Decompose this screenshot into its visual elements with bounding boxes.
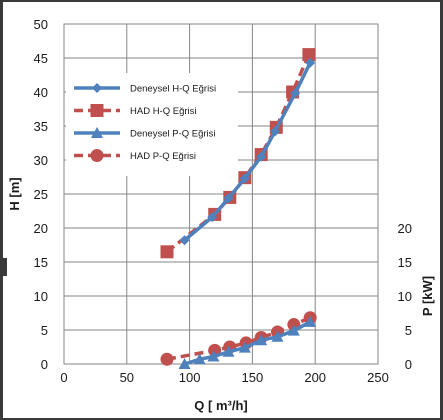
y-left-tick-label: 5 bbox=[41, 323, 48, 338]
plot-area-border bbox=[63, 23, 379, 365]
data-point bbox=[305, 57, 316, 68]
data-point bbox=[239, 173, 250, 184]
y-right-tick-label: 15 bbox=[398, 255, 412, 270]
legend-swatch-marker bbox=[92, 83, 102, 93]
legend-swatch-marker bbox=[90, 149, 104, 162]
y-right-tick-label: 20 bbox=[398, 221, 412, 236]
data-point bbox=[160, 245, 174, 259]
legend-label: HAD H-Q Eğrisi bbox=[130, 106, 197, 117]
x-tick-label: 250 bbox=[367, 370, 389, 385]
data-point bbox=[304, 315, 317, 327]
outer-frame-bottom bbox=[0, 418, 443, 420]
data-point bbox=[223, 193, 234, 204]
y-right-tick-label: 0 bbox=[405, 357, 412, 372]
series-deneysel-h-q-egrisi bbox=[179, 57, 316, 246]
data-point bbox=[160, 352, 174, 366]
legend-item: HAD P-Q Eğrisi bbox=[74, 149, 196, 162]
legend-swatch-marker bbox=[90, 104, 104, 117]
x-tick-label: 50 bbox=[120, 370, 134, 385]
y-left-tick-label: 20 bbox=[34, 221, 48, 236]
y-right-tick-label: 10 bbox=[398, 289, 412, 304]
y-axis-label-left: H [m] bbox=[7, 177, 22, 210]
outer-frame-top bbox=[0, 0, 443, 2]
y-left-tick-label: 35 bbox=[34, 119, 48, 134]
y-right-tick-label: 5 bbox=[405, 323, 412, 338]
y-left-tick-label: 0 bbox=[41, 357, 48, 372]
x-tick-label: 150 bbox=[242, 370, 264, 385]
outer-frame-notch bbox=[0, 258, 7, 276]
series-layer bbox=[160, 48, 317, 369]
data-point bbox=[290, 88, 301, 99]
y-left-tick-label: 15 bbox=[34, 255, 48, 270]
data-point bbox=[207, 350, 220, 362]
x-tick-label: 200 bbox=[304, 370, 326, 385]
y-left-tick-label: 30 bbox=[34, 153, 48, 168]
data-point bbox=[271, 330, 284, 342]
data-point bbox=[287, 324, 300, 336]
data-point bbox=[179, 235, 190, 246]
data-point bbox=[255, 334, 268, 346]
x-tick-label: 100 bbox=[179, 370, 201, 385]
x-axis-label: Q [ m³/h] bbox=[194, 398, 247, 413]
series-deneysel-p-q-egrisi bbox=[178, 315, 317, 369]
x-tick-label: 0 bbox=[60, 370, 67, 385]
legend-label: HAD P-Q Eğrisi bbox=[130, 151, 196, 162]
y-left-tick-label: 45 bbox=[34, 51, 48, 66]
data-point bbox=[178, 358, 191, 369]
y-left-tick-label: 50 bbox=[34, 17, 48, 32]
y-left-tick-label: 25 bbox=[34, 187, 48, 202]
outer-frame-right bbox=[440, 0, 443, 420]
data-point bbox=[222, 345, 235, 357]
legend: Deneysel H-Q Eğrisi HAD H-Q Eğrisi Deneyse… bbox=[66, 73, 238, 176]
legend-item: Deneysel P-Q Eğrisi bbox=[74, 127, 216, 140]
y-left-tick-label: 10 bbox=[34, 289, 48, 304]
legend-label: Deneysel P-Q Eğrisi bbox=[130, 129, 216, 140]
series-line bbox=[183, 61, 312, 242]
data-point bbox=[302, 48, 316, 62]
y-axis-label-right: P [kW] bbox=[420, 276, 435, 316]
data-point bbox=[270, 126, 281, 137]
data-point bbox=[238, 341, 251, 353]
y-left-tick-label: 40 bbox=[34, 85, 48, 100]
outer-frame-left bbox=[0, 0, 3, 420]
legend-label: Deneysel H-Q Eğrisi bbox=[130, 84, 216, 95]
data-point bbox=[193, 353, 206, 365]
legend-item: HAD H-Q Eğrisi bbox=[74, 104, 197, 117]
data-point bbox=[256, 151, 267, 162]
data-point bbox=[207, 212, 218, 223]
legend-item: Deneysel H-Q Eğrisi bbox=[74, 83, 216, 95]
tick-labels: 0 50 100 150 200 250 0 5 10 15 20 25 30 35 40 45 50 0 5 10 1… bbox=[34, 17, 412, 385]
legend-swatch-marker bbox=[91, 127, 103, 138]
